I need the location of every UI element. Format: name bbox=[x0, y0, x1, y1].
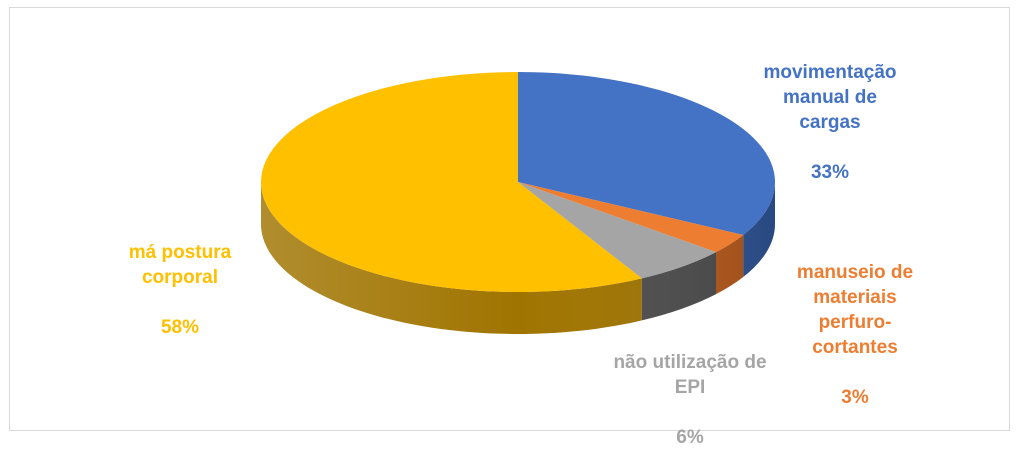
slice-category-manuseio: manuseio de materiais perfuro- cortantes bbox=[796, 262, 914, 358]
slice-value-manuseio: 3% bbox=[841, 387, 869, 408]
pie-sides bbox=[261, 182, 776, 334]
pie-slice-manuseio-de-materiais-perfuro-cortantes bbox=[518, 182, 744, 253]
pie-chart bbox=[261, 72, 776, 334]
slice-value-ma-postura: 58% bbox=[160, 317, 200, 338]
slice-label-ma-postura: má postura corporal 58% bbox=[95, 215, 265, 340]
slice-category-epi: não utilização de EPI bbox=[613, 352, 767, 398]
slice-value-epi: 6% bbox=[676, 427, 704, 448]
pie-side-shading bbox=[261, 182, 775, 334]
slice-label-movimentacao: movimentação manual de cargas 33% bbox=[725, 35, 935, 185]
slice-value-movimentacao: 33% bbox=[810, 162, 850, 183]
slice-label-epi: não utilização de EPI 6% bbox=[590, 325, 790, 450]
pie-tops bbox=[261, 72, 776, 293]
pie-slice-nao-utilizacao-de-epi bbox=[518, 182, 717, 279]
slice-category-movimentacao: movimentação manual de cargas bbox=[763, 62, 897, 133]
pie-slice-ma-postura-corporal bbox=[261, 72, 642, 293]
slice-label-manuseio: manuseio de materiais perfuro- cortantes… bbox=[765, 235, 945, 410]
pie-slice-movimentacao-manual-de-cargas bbox=[518, 72, 776, 235]
slice-category-ma-postura: má postura corporal bbox=[128, 242, 232, 288]
